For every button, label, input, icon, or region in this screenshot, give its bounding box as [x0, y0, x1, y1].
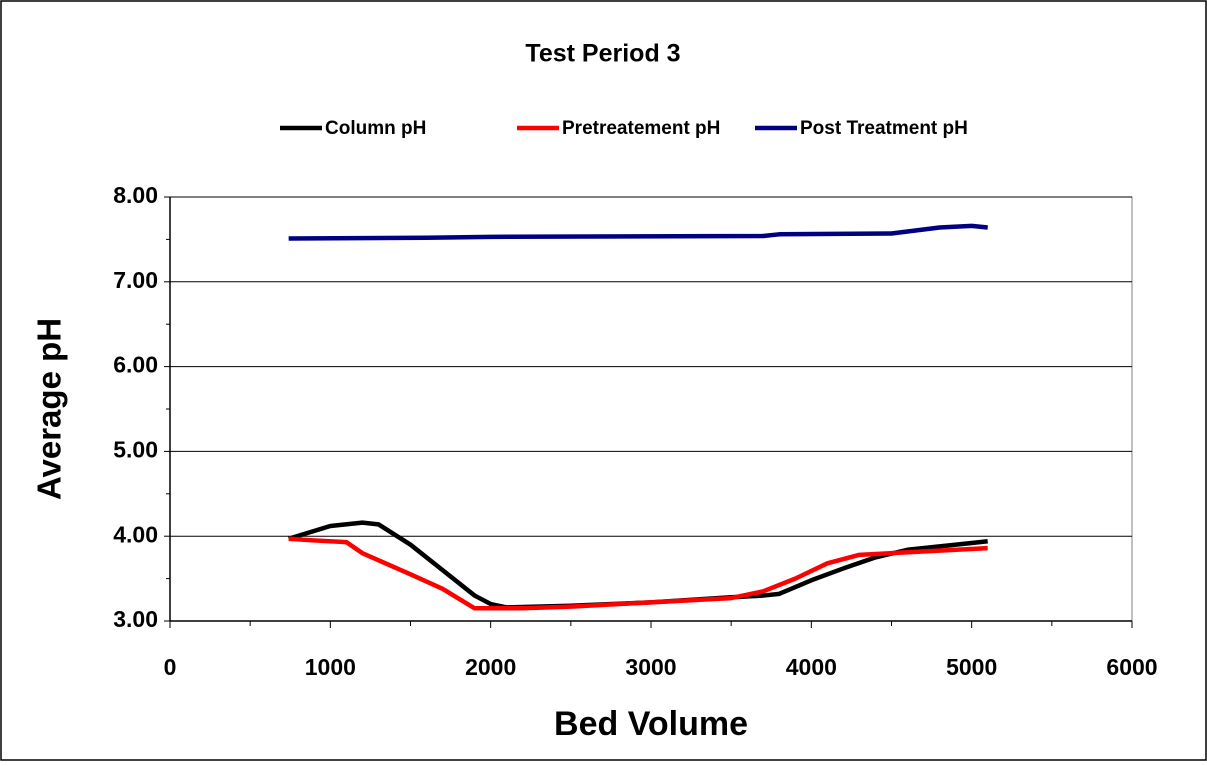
x-axis-label: Bed Volume: [554, 705, 748, 743]
y-tick-label: 7.00: [113, 267, 158, 293]
x-tick-label: 6000: [1106, 654, 1157, 680]
x-tick-label: 4000: [786, 654, 837, 680]
legend-label: Column pH: [325, 118, 426, 139]
chart-title: Test Period 3: [525, 40, 680, 68]
y-tick-label: 8.00: [113, 182, 158, 208]
legend-label: Post Treatment pH: [800, 118, 968, 139]
x-tick-label: 3000: [625, 654, 676, 680]
x-tick-label: 5000: [946, 654, 997, 680]
y-tick-label: 3.00: [113, 606, 158, 632]
y-axis-label: Average pH: [31, 318, 68, 500]
x-tick-label: 1000: [305, 654, 356, 680]
x-tick-label: 2000: [465, 654, 516, 680]
plot-area: [169, 196, 1133, 622]
y-tick-label: 6.00: [113, 352, 158, 378]
x-tick-label: 0: [164, 654, 177, 680]
y-tick-label: 4.00: [113, 521, 158, 547]
legend-label: Pretreatement pH: [562, 118, 720, 139]
series-line: [288, 536, 988, 611]
y-tick-label: 5.00: [113, 436, 158, 462]
series-line: [288, 223, 988, 241]
